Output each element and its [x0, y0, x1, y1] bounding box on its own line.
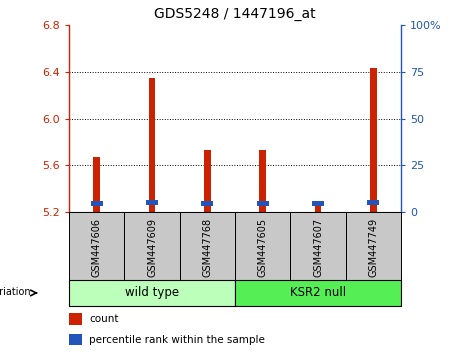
Text: GSM447605: GSM447605 [258, 218, 268, 277]
Bar [149, 78, 155, 212]
Bar [69, 334, 83, 346]
Title: GDS5248 / 1447196_at: GDS5248 / 1447196_at [154, 7, 316, 21]
Text: GSM447749: GSM447749 [368, 218, 378, 277]
Bar [235, 280, 401, 306]
Text: genotype/variation: genotype/variation [0, 287, 31, 297]
Bar [235, 212, 290, 280]
Bar [315, 204, 321, 212]
Text: wild type: wild type [125, 286, 179, 299]
Bar [290, 212, 346, 280]
Text: GSM447607: GSM447607 [313, 218, 323, 277]
Bar [69, 313, 83, 325]
Text: GSM447609: GSM447609 [147, 218, 157, 277]
Text: percentile rank within the sample: percentile rank within the sample [89, 335, 265, 345]
Bar [312, 201, 324, 206]
Text: count: count [89, 314, 118, 324]
Text: KSR2 null: KSR2 null [290, 286, 346, 299]
Bar [367, 200, 379, 205]
Text: GSM447606: GSM447606 [92, 218, 102, 277]
Text: GSM447768: GSM447768 [202, 218, 213, 277]
Bar [260, 150, 266, 212]
Bar [257, 201, 269, 206]
Bar [69, 212, 124, 280]
Bar [201, 201, 213, 206]
Bar [204, 150, 211, 212]
Bar [370, 68, 377, 212]
Bar [69, 280, 235, 306]
Bar [346, 212, 401, 280]
Bar [146, 200, 158, 205]
Bar [180, 212, 235, 280]
Bar [91, 201, 103, 206]
Bar [94, 157, 100, 212]
Bar [124, 212, 180, 280]
